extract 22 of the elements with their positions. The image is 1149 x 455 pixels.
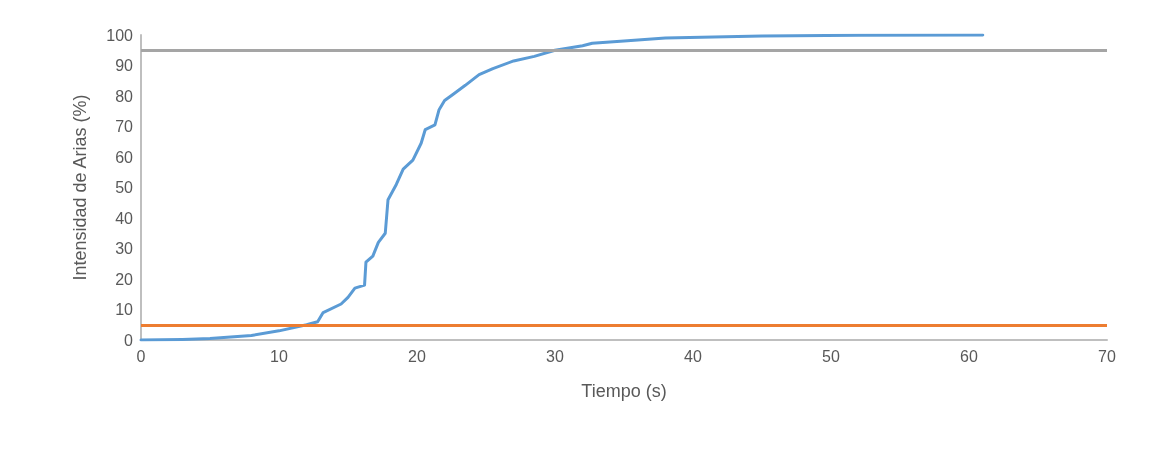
x-tick-label: 30 bbox=[546, 347, 564, 365]
y-tick-label: 60 bbox=[115, 148, 134, 166]
y-tick-label: 30 bbox=[115, 240, 134, 257]
y-axis-title: Intensidad de Arias (%) bbox=[70, 94, 90, 281]
y-tick-label: 70 bbox=[115, 118, 134, 135]
y-tick-label: 90 bbox=[115, 57, 134, 74]
x-tick-label: 50 bbox=[822, 347, 840, 365]
y-tick-label: 0 bbox=[124, 331, 134, 349]
y-tick-label: 80 bbox=[115, 87, 134, 105]
x-axis-title: Tiempo (s) bbox=[581, 381, 667, 401]
x-tick-label: 40 bbox=[684, 347, 702, 365]
y-tick-label: 10 bbox=[115, 301, 134, 318]
x-tick-label: 0 bbox=[136, 347, 146, 365]
y-tick-label: 40 bbox=[115, 209, 134, 227]
x-tick-label: 20 bbox=[408, 347, 426, 365]
x-tick-label: 10 bbox=[270, 347, 288, 365]
line-series bbox=[139, 33, 985, 342]
y-tick-label: 50 bbox=[115, 179, 134, 196]
y-tick-label: 100 bbox=[106, 26, 134, 44]
x-tick-label: 60 bbox=[960, 347, 978, 365]
y-tick-label: 20 bbox=[115, 270, 134, 288]
x-tick-label: 70 bbox=[1098, 347, 1116, 365]
